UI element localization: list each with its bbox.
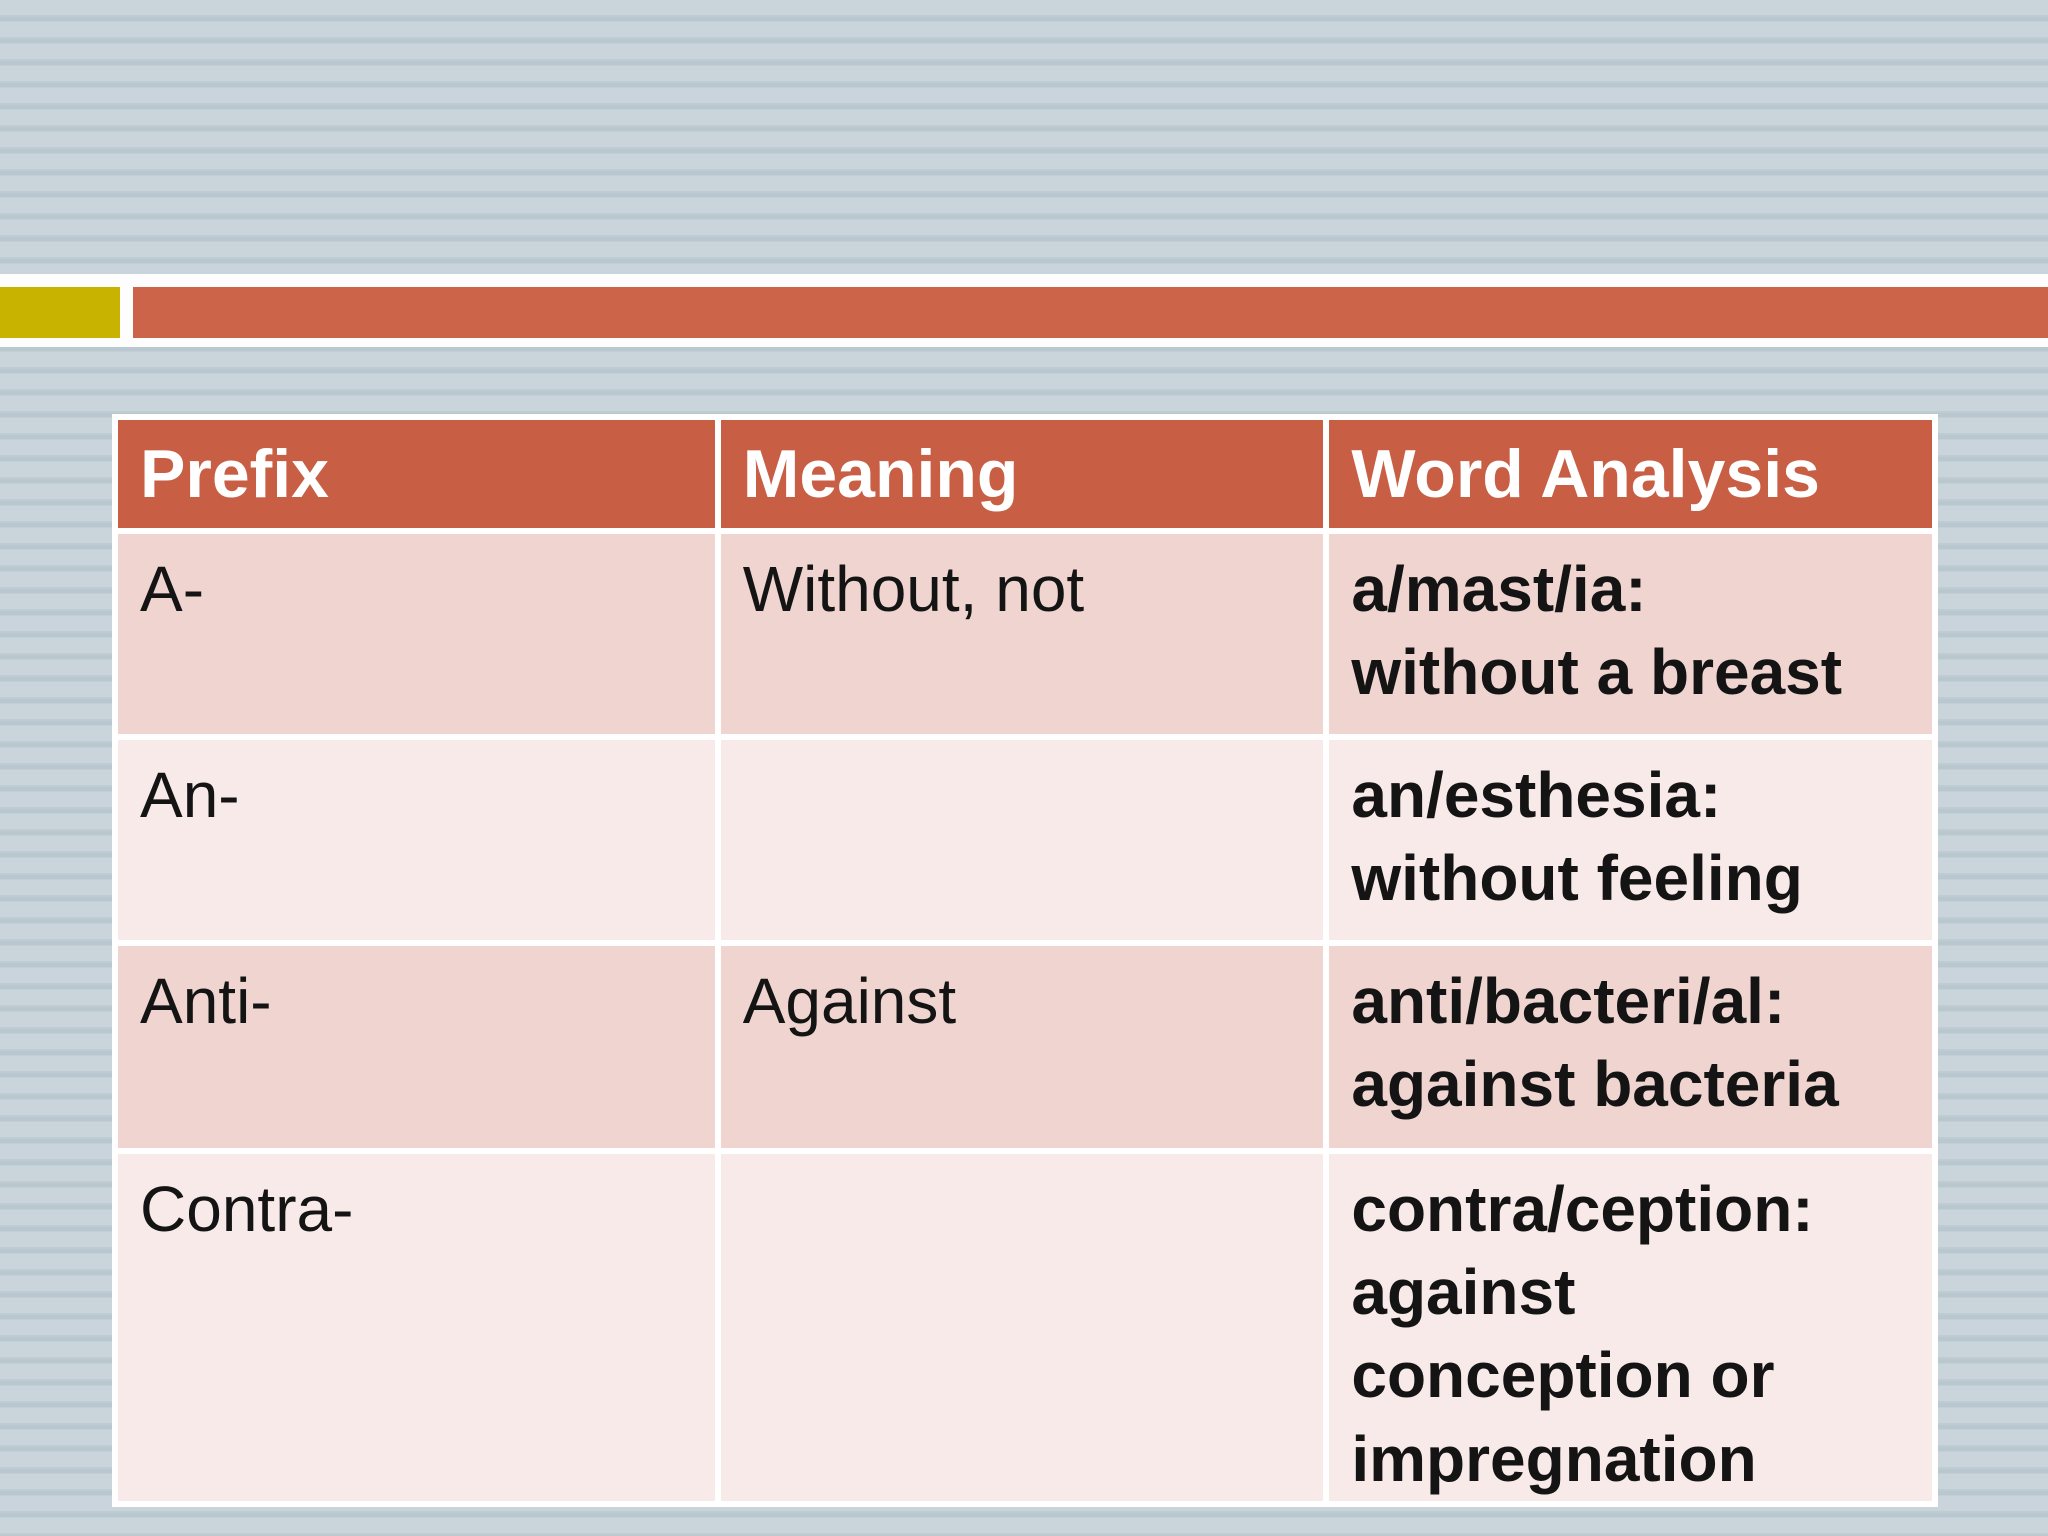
header-cell-prefix: Prefix bbox=[118, 420, 715, 528]
accent-yellow-square bbox=[0, 287, 120, 338]
cell-prefix-row4: Contra- bbox=[118, 1154, 715, 1501]
cell-prefix-row1: A- bbox=[118, 534, 715, 734]
cell-prefix-row3: Anti- bbox=[118, 946, 715, 1148]
cell-meaning-row1: Without, not bbox=[720, 534, 1324, 734]
cell-word-analysis-row3: anti/bacteri/al: against bacteria bbox=[1329, 946, 1932, 1148]
cell-prefix-row2: An- bbox=[118, 740, 715, 940]
accent-red-bar bbox=[133, 287, 2048, 338]
header-cell-meaning: Meaning bbox=[720, 420, 1324, 528]
cell-word-analysis-row2: an/esthesia: without feeling bbox=[1329, 740, 1932, 940]
cell-word-analysis-row1: a/mast/ia: without a breast bbox=[1329, 534, 1932, 734]
prefix-table: Prefix Meaning Word Analysis A- Without,… bbox=[112, 414, 1938, 1507]
cell-word-analysis-row4: contra/ception: against conception or im… bbox=[1329, 1154, 1932, 1501]
cell-meaning-row3: Against bbox=[720, 946, 1324, 1148]
header-cell-word-analysis: Word Analysis bbox=[1329, 420, 1932, 528]
cell-meaning-row4 bbox=[720, 1154, 1324, 1501]
cell-meaning-row2 bbox=[720, 740, 1324, 940]
